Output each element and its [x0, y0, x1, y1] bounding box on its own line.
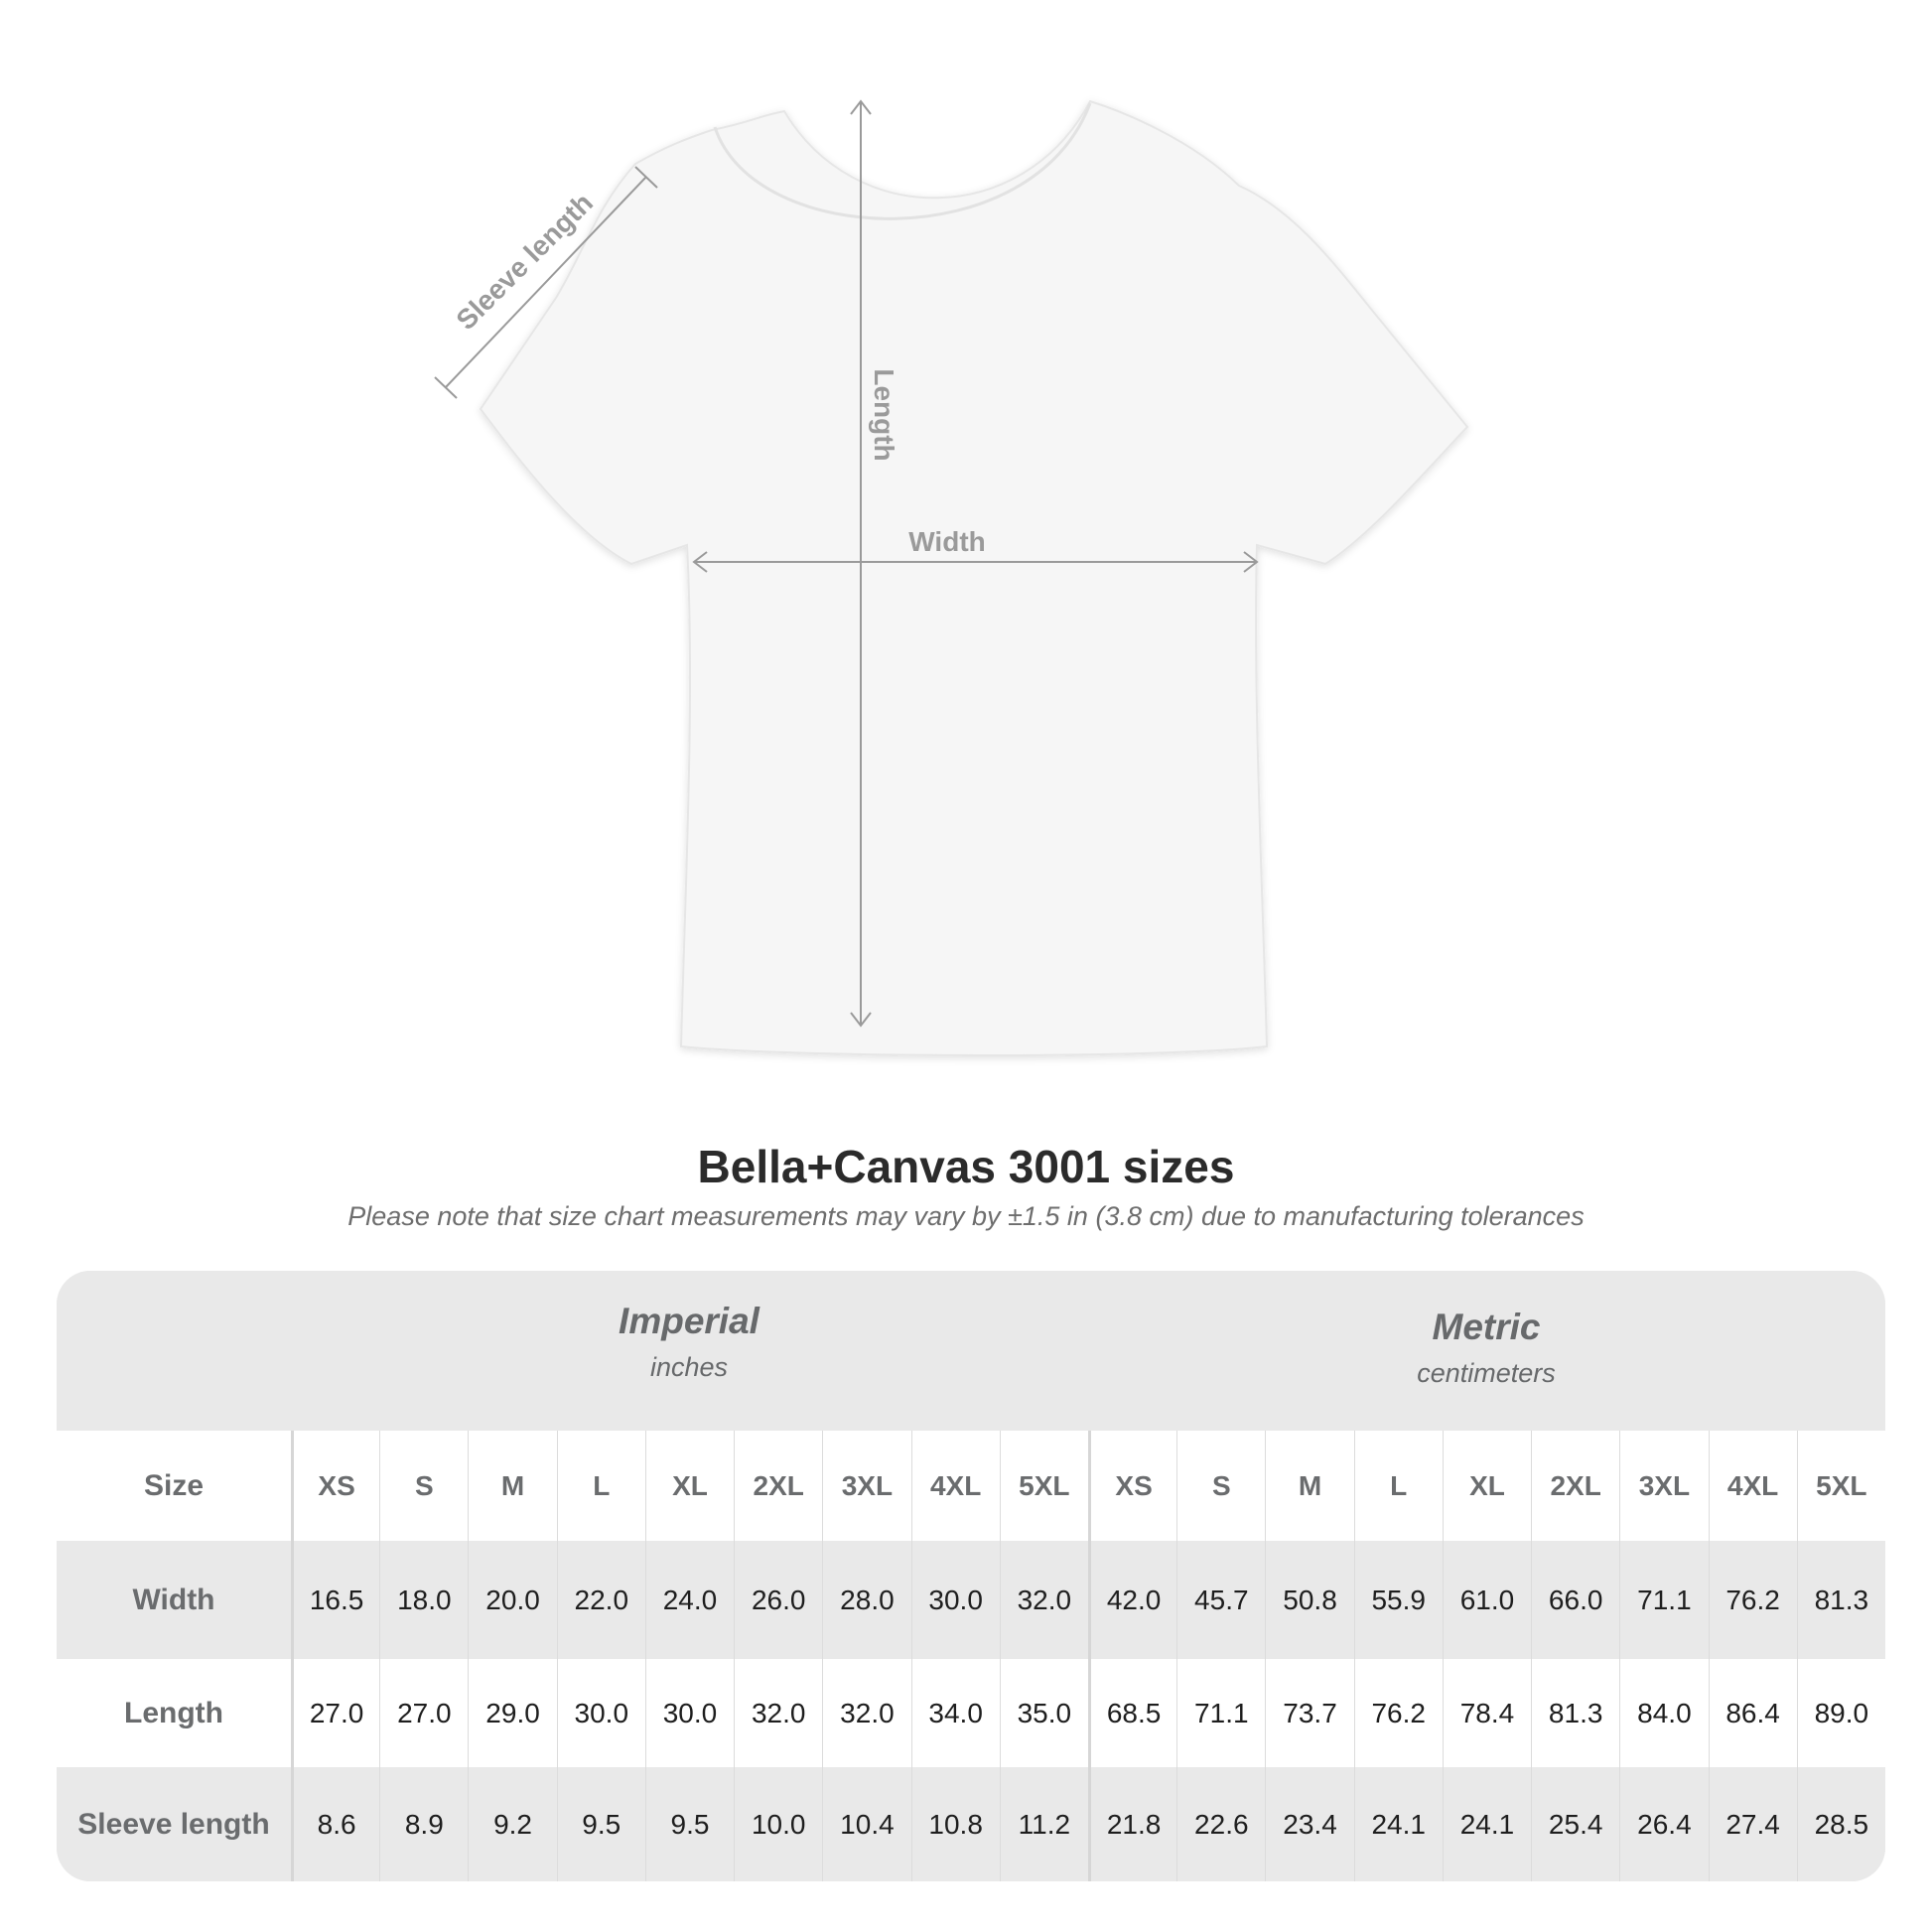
- metric-value-cell: 55.9: [1353, 1541, 1443, 1659]
- imperial-value-cell: 8.9: [379, 1767, 468, 1881]
- metric-value-cell: 81.3: [1531, 1659, 1619, 1767]
- imperial-value-cell: 27.0: [291, 1659, 379, 1767]
- length-label: Length: [869, 368, 899, 461]
- metric-value-cell: 66.0: [1531, 1541, 1619, 1659]
- metric-value-cell: 25.4: [1531, 1767, 1619, 1881]
- sleeve-length-arrow: [434, 166, 658, 399]
- row-label: Width: [132, 1583, 215, 1616]
- page-title: Bella+Canvas 3001 sizes: [697, 1141, 1235, 1192]
- imperial-size-header: L: [556, 1431, 645, 1541]
- tshirt-body: [479, 99, 1469, 1056]
- imperial-value-cell: 10.4: [822, 1767, 910, 1881]
- metric-value-cell: 42.0: [1087, 1541, 1176, 1659]
- metric-value-cell: 23.4: [1265, 1767, 1353, 1881]
- metric-size-header: 5XL: [1796, 1431, 1885, 1541]
- metric-value-cell: 71.1: [1176, 1659, 1265, 1767]
- table-row: Sleeve length 8.6 8.9 9.2 9.5 9.5 10.0 10.4 10.8…: [57, 1767, 1885, 1881]
- metric-value-cell: 73.7: [1265, 1659, 1353, 1767]
- metric-value-cell: 76.2: [1708, 1541, 1797, 1659]
- metric-value-cell: 81.3: [1796, 1541, 1885, 1659]
- imperial-value-cell: 30.0: [910, 1541, 1000, 1659]
- imperial-value-cell: 30.0: [556, 1659, 645, 1767]
- imperial-value-cell: 24.0: [644, 1541, 734, 1659]
- size-row: Size XS S M L XL 2XL 3XL 4XL 5XL XS S M L XL 2XL 3XL 4XL 5…: [57, 1431, 1885, 1541]
- metric-title: Metric: [1432, 1307, 1541, 1347]
- imperial-value-cell: 34.0: [910, 1659, 1000, 1767]
- metric-size-header: 4XL: [1708, 1431, 1797, 1541]
- imperial-size-header: 4XL: [910, 1431, 1000, 1541]
- imperial-value-cell: 8.6: [291, 1767, 379, 1881]
- metric-size-header: XS: [1087, 1431, 1176, 1541]
- imperial-value-cell: 32.0: [734, 1659, 822, 1767]
- metric-value-cell: 24.1: [1442, 1767, 1531, 1881]
- width-label: Width: [908, 526, 986, 557]
- imperial-title: Imperial: [619, 1301, 759, 1341]
- imperial-value-cell: 10.8: [910, 1767, 1000, 1881]
- imperial-group-header: Imperial inches: [291, 1301, 1087, 1383]
- imperial-value-cell: 35.0: [999, 1659, 1088, 1767]
- imperial-value-cell: 32.0: [822, 1659, 910, 1767]
- imperial-value-cell: 29.0: [468, 1659, 556, 1767]
- tolerance-note: Please note that size chart measurements…: [347, 1201, 1585, 1231]
- metric-size-header: L: [1353, 1431, 1443, 1541]
- imperial-size-header: 3XL: [822, 1431, 910, 1541]
- imperial-value-cell: 10.0: [734, 1767, 822, 1881]
- metric-value-cell: 28.5: [1796, 1767, 1885, 1881]
- imperial-value-cell: 27.0: [379, 1659, 468, 1767]
- metric-value-cell: 24.1: [1353, 1767, 1443, 1881]
- metric-value-cell: 71.1: [1619, 1541, 1708, 1659]
- table-row: Width 16.5 18.0 20.0 22.0 24.0 26.0 28.0 30.0 32.…: [57, 1541, 1885, 1659]
- imperial-value-cell: 30.0: [644, 1659, 734, 1767]
- imperial-value-cell: 32.0: [999, 1541, 1088, 1659]
- metric-size-header: S: [1176, 1431, 1265, 1541]
- metric-value-cell: 27.4: [1708, 1767, 1797, 1881]
- imperial-value-cell: 9.2: [468, 1767, 556, 1881]
- metric-value-cell: 22.6: [1176, 1767, 1265, 1881]
- imperial-value-cell: 26.0: [734, 1541, 822, 1659]
- metric-value-cell: 50.8: [1265, 1541, 1353, 1659]
- metric-size-header: XL: [1442, 1431, 1531, 1541]
- imperial-value-cell: 11.2: [999, 1767, 1088, 1881]
- imperial-value-cell: 9.5: [556, 1767, 645, 1881]
- imperial-value-cell: 28.0: [822, 1541, 910, 1659]
- row-label: Length: [124, 1696, 223, 1729]
- imperial-size-header: M: [468, 1431, 556, 1541]
- metric-size-header: 3XL: [1619, 1431, 1708, 1541]
- metric-group-header: Metric centimeters: [1087, 1307, 1885, 1389]
- size-header-label: Size: [143, 1468, 205, 1502]
- length-arrow: [850, 99, 872, 1028]
- metric-value-cell: 61.0: [1442, 1541, 1531, 1659]
- metric-value-cell: 45.7: [1176, 1541, 1265, 1659]
- metric-value-cell: 21.8: [1087, 1767, 1176, 1881]
- imperial-size-header: 5XL: [999, 1431, 1088, 1541]
- imperial-size-header: XS: [291, 1431, 379, 1541]
- imperial-value-cell: 22.0: [556, 1541, 645, 1659]
- metric-value-cell: 78.4: [1442, 1659, 1531, 1767]
- metric-size-header: 2XL: [1531, 1431, 1619, 1541]
- imperial-value-cell: 16.5: [291, 1541, 379, 1659]
- tshirt-diagram: Sleeve length Length Width: [434, 99, 1469, 1056]
- metric-value-cell: 76.2: [1353, 1659, 1443, 1767]
- metric-unit: centimeters: [1417, 1358, 1556, 1388]
- imperial-size-header: S: [379, 1431, 468, 1541]
- metric-size-header: M: [1265, 1431, 1353, 1541]
- imperial-unit: inches: [649, 1352, 729, 1382]
- imperial-value-cell: 20.0: [468, 1541, 556, 1659]
- size-table: Imperial inches Metric centimeters Size X…: [57, 1271, 1885, 1881]
- tshirt-collar: [713, 102, 1092, 220]
- imperial-size-header: XL: [644, 1431, 734, 1541]
- metric-value-cell: 86.4: [1708, 1659, 1797, 1767]
- metric-value-cell: 84.0: [1619, 1659, 1708, 1767]
- metric-value-cell: 89.0: [1796, 1659, 1885, 1767]
- row-label: Sleeve length: [77, 1807, 270, 1841]
- imperial-value-cell: 18.0: [379, 1541, 468, 1659]
- imperial-size-header: 2XL: [734, 1431, 822, 1541]
- table-header-band: Imperial inches Metric centimeters: [57, 1271, 1885, 1431]
- table-row: Length 27.0 27.0 29.0 30.0 30.0 32.0 32.0 34.0 35…: [57, 1659, 1885, 1767]
- imperial-value-cell: 9.5: [644, 1767, 734, 1881]
- width-arrow: [692, 551, 1259, 573]
- metric-value-cell: 26.4: [1619, 1767, 1708, 1881]
- metric-value-cell: 68.5: [1087, 1659, 1176, 1767]
